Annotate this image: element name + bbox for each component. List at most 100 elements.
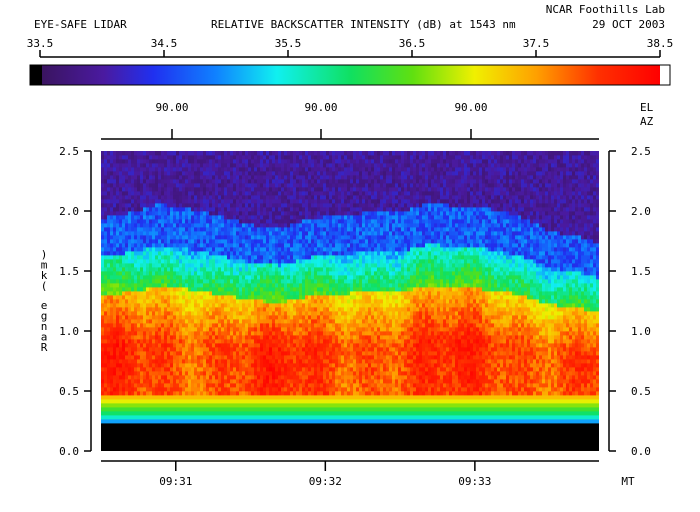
heatmap-cell (101, 407, 105, 412)
heatmap-cell (224, 219, 228, 224)
heatmap-cell (152, 263, 156, 268)
heatmap-cell (269, 379, 273, 384)
heatmap-cell (116, 243, 120, 248)
heatmap-cell (290, 219, 294, 224)
heatmap-cell (287, 407, 291, 412)
heatmap-cell (284, 223, 288, 228)
heatmap-cell (278, 375, 282, 380)
heatmap-cell (212, 331, 216, 336)
heatmap-cell (194, 227, 198, 232)
heatmap-cell (275, 191, 279, 196)
heatmap-cell (140, 179, 144, 184)
heatmap-cell (140, 367, 144, 372)
heatmap-cell (242, 279, 246, 284)
heatmap-cell (137, 423, 141, 428)
heatmap-cell (188, 407, 192, 412)
heatmap-cell (230, 415, 234, 420)
heatmap-cell (260, 423, 264, 428)
heatmap-cell (212, 339, 216, 344)
heatmap-cell (101, 443, 105, 448)
heatmap-cell (269, 339, 273, 344)
heatmap-cell (191, 291, 195, 296)
heatmap-cell (122, 407, 126, 412)
heatmap-cell (179, 175, 183, 180)
heatmap-cell (272, 443, 276, 448)
heatmap-cell (236, 151, 240, 156)
heatmap-cell (152, 283, 156, 288)
heatmap-cell (170, 263, 174, 268)
heatmap-cell (122, 383, 126, 388)
heatmap-cell (170, 339, 174, 344)
heatmap-cell (161, 395, 165, 400)
heatmap-cell (164, 391, 168, 396)
heatmap-cell (290, 215, 294, 220)
heatmap-cell (182, 163, 186, 168)
heatmap-cell (161, 219, 165, 224)
heatmap-cell (170, 207, 174, 212)
heatmap-cell (284, 287, 288, 292)
heatmap-cell (125, 439, 129, 444)
heatmap-cell (164, 447, 168, 451)
heatmap-cell (272, 327, 276, 332)
heatmap-cell (182, 211, 186, 216)
heatmap-cell (164, 367, 168, 372)
heatmap-cell (143, 407, 147, 412)
heatmap-cell (137, 163, 141, 168)
heatmap-cell (134, 211, 138, 216)
heatmap-cell (245, 239, 249, 244)
heatmap-cell (125, 179, 129, 184)
heatmap-cell (203, 179, 207, 184)
heatmap-cell (152, 375, 156, 380)
heatmap-cell (155, 299, 159, 304)
heatmap-cell (284, 387, 288, 392)
heatmap-cell (257, 343, 261, 348)
heatmap-cell (161, 191, 165, 196)
heatmap-cell (284, 207, 288, 212)
heatmap-cell (224, 303, 228, 308)
heatmap-cell (185, 167, 189, 172)
heatmap-cell (113, 199, 117, 204)
heatmap-cell (197, 219, 201, 224)
heatmap-cell (221, 203, 225, 208)
heatmap-cell (125, 263, 129, 268)
heatmap-cell (203, 207, 207, 212)
heatmap-cell (212, 211, 216, 216)
heatmap-cell (185, 239, 189, 244)
heatmap-cell (212, 223, 216, 228)
heatmap-cell (176, 195, 180, 200)
heatmap-cell (194, 315, 198, 320)
heatmap-cell (224, 423, 228, 428)
heatmap-cell (242, 339, 246, 344)
heatmap-cell (206, 179, 210, 184)
heatmap-cell (215, 291, 219, 296)
heatmap-cell (173, 231, 177, 236)
heatmap-cell (101, 415, 105, 420)
heatmap-cell (218, 375, 222, 380)
heatmap-cell (197, 163, 201, 168)
heatmap-cell (260, 347, 264, 352)
heatmap-cell (275, 439, 279, 444)
heatmap-cell (122, 431, 126, 436)
heatmap-cell (218, 191, 222, 196)
heatmap-cell (140, 199, 144, 204)
heatmap-cell (287, 447, 291, 451)
heatmap-cell (230, 431, 234, 436)
heatmap-cell (257, 163, 261, 168)
heatmap-cell (182, 271, 186, 276)
heatmap-cell (239, 183, 243, 188)
heatmap-cell (263, 375, 267, 380)
heatmap-cell (230, 367, 234, 372)
heatmap-cell (170, 227, 174, 232)
heatmap-cell (248, 399, 252, 404)
heatmap-cell (254, 219, 258, 224)
heatmap-cell (176, 331, 180, 336)
heatmap-cell (242, 171, 246, 176)
heatmap-cell (152, 403, 156, 408)
heatmap-cell (242, 167, 246, 172)
heatmap-cell (194, 199, 198, 204)
heatmap-cell (104, 355, 108, 360)
heatmap-cell (290, 251, 294, 256)
heatmap-cell (287, 255, 291, 260)
heatmap-cell (101, 311, 105, 316)
